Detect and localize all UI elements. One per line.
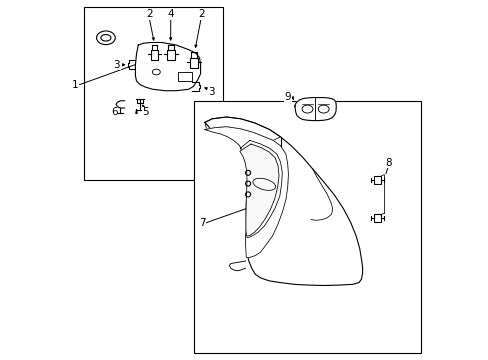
Text: 9: 9 [284,92,290,102]
Bar [150,50,158,60]
Text: 3: 3 [113,60,120,70]
Polygon shape [204,117,362,285]
Polygon shape [135,42,200,91]
Bar [194,101,420,353]
Polygon shape [204,127,288,257]
Text: 1: 1 [72,80,79,90]
Polygon shape [294,98,336,121]
Bar [373,176,381,184]
Bar [373,214,381,222]
Text: 4: 4 [167,9,174,19]
Text: 2: 2 [145,9,152,19]
Text: 3: 3 [207,87,214,97]
Text: 6: 6 [111,107,117,117]
Text: 2: 2 [198,9,204,19]
Polygon shape [239,144,279,236]
Text: 8: 8 [385,158,391,168]
Text: 7: 7 [198,218,205,228]
Bar [190,58,198,68]
Text: 5: 5 [142,107,149,117]
Bar [166,50,174,60]
Bar [84,7,223,180]
